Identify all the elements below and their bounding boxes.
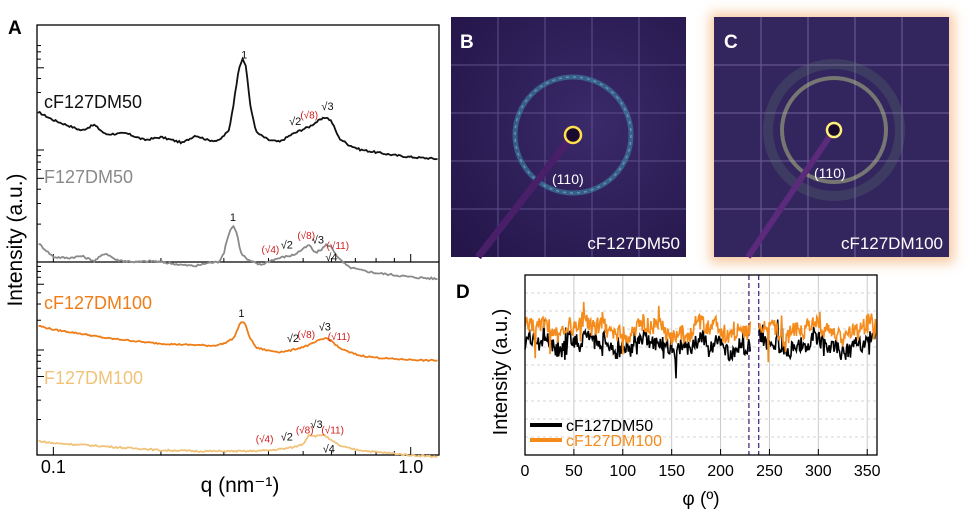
peak-label: (√11) [327,240,350,252]
panel-c-beam-center [825,121,843,139]
x-tick-label: 0 [521,463,530,480]
panel-b-peak-annotation: (110) [552,171,584,187]
panel-letter-d: D [456,282,470,303]
panel-a-y-axis-label: Intensity (a.u.) [4,173,27,306]
peak-label: (√8) [300,110,318,122]
x-tick-label: 150 [658,463,685,480]
panel-a-saxs: cF127DM50 F127DM50 cF127DM100 F127DM100 1 √2… [4,24,440,497]
series-label-cf127dm50: cF127DM50 [44,92,142,112]
panel-d-y-axis-label: Intensity (a.u.) [490,309,512,436]
legend-label: cF127DM100 [566,433,662,450]
panel-c-beamstop [745,128,837,259]
panel-letter-a: A [8,18,22,39]
panel-d-ticks: 0 50 100 150 200 250 300 350 [521,449,881,480]
peak-label: 1 [230,212,236,224]
peak-label: (√8) [296,425,314,437]
x-tick-label: 200 [707,463,734,480]
panel-letter-b: B [460,32,474,53]
peak-label: √2 [287,333,299,345]
panel-c-detector-grid [714,17,949,257]
x-tick-label: 0.1 [41,457,66,477]
peak-label: √3 [321,101,333,113]
x-tick-label: 50 [565,463,583,480]
panel-d-azimuthal: D 0 50 100 150 200 250 300 350 cF127DM50cF127DM… [456,274,881,510]
panel-b-beam-center [563,125,583,145]
x-tick-label: 100 [609,463,636,480]
panel-d-frame [524,274,878,456]
peak-label: (√8) [297,329,315,341]
panel-a-curves [38,56,438,459]
peak-label: (√8) [297,230,315,242]
peak-label: (√11) [321,425,344,437]
x-tick-label: 250 [756,463,783,480]
panel-b-2d-pattern: B (110) cF127DM50 [451,17,686,260]
peak-label: (√4) [256,434,274,446]
panel-c-diffuse-halo [763,59,905,201]
panel-a-x-axis-label: q (nm⁻¹) [201,474,280,497]
series-label-f127dm50: F127DM50 [44,167,133,187]
panel-b-sample-label: cF127DM50 [587,234,680,253]
panel-d-reference-lines [748,275,760,455]
panel-c-2d-pattern: C (110) cF127DM100 [710,13,954,263]
curve-cf127dm50 [38,56,438,161]
panel-c-peak-annotation: (110) [814,165,846,181]
peak-label: √2 [281,431,293,443]
panel-letter-c: C [724,32,738,53]
peak-label: √4 [325,252,337,264]
peak-label: √3 [310,419,322,431]
panel-c-sample-label: cF127DM100 [841,234,943,253]
panel-a-peak-labels: 1√2 (√8)√31(√4) √2(√8)√3 (√11)√41√2(√8)√3(√… [230,50,350,456]
curve-cf127dm100 [524,301,877,363]
series-label-f127dm100: F127DM100 [44,368,143,388]
panel-a-series-labels: cF127DM50 F127DM50 cF127DM100 F127DM100 [44,92,152,388]
panel-b-beamstop [475,132,576,260]
panel-d-curves [524,301,877,379]
x-tick-label: 350 [854,463,881,480]
x-tick-label: 300 [805,463,832,480]
panel-b-ring-speckle [514,76,632,194]
panel-b-detector-grid [451,17,686,257]
peak-label: (√4) [262,244,280,256]
panel-c-scattering-ring [780,76,888,184]
peak-label: 1 [241,50,247,62]
panel-a-frame [36,24,440,456]
legend-label: cF127DM50 [566,418,653,435]
panel-a-x-tick-labels: 0.1 1.0 [41,457,423,477]
peak-label: √3 [312,235,324,247]
peak-label: √2 [289,116,301,128]
peak-label: √2 [281,239,293,251]
series-label-cf127dm100: cF127DM100 [44,293,152,313]
curve-f127dm50 [38,224,438,281]
curve-f127dm100 [38,433,438,459]
panel-d-x-axis-label: φ (º) [682,489,719,510]
peak-label: √4 [323,444,335,456]
curve-cf127dm100 [38,321,438,363]
peak-label: 1 [238,308,244,320]
x-tick-label: 1.0 [398,457,423,477]
peak-label: (√11) [328,331,351,343]
peak-label: √3 [319,322,331,334]
